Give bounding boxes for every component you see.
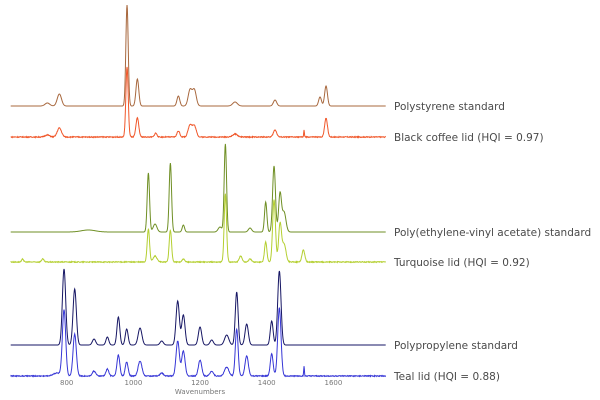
- series-label-eva: Poly(ethylene-vinyl acetate) standard: [394, 227, 591, 239]
- series-label-polystyrene: Polystyrene standard: [394, 101, 505, 113]
- x-tick-label: 800: [60, 379, 73, 387]
- x-axis-label: Wavenumbers: [175, 388, 226, 396]
- series-label-teal-lid: Teal lid (HQI = 0.88): [393, 371, 500, 383]
- spectrum-trace-4: [10, 193, 387, 264]
- series-label-polypropylene: Polypropylene standard: [394, 340, 518, 352]
- series-label-turquoise-lid: Turquoise lid (HQI = 0.92): [393, 257, 530, 269]
- x-tick-label: 1000: [124, 379, 142, 387]
- spectrum-trace-6: [10, 307, 386, 378]
- spectrum-trace-5: [10, 268, 386, 346]
- x-tick-label: 1200: [191, 379, 209, 387]
- x-tick-label: 1600: [324, 379, 342, 387]
- spectrum-trace-2: [10, 66, 387, 139]
- spectrum-trace-3: [10, 143, 386, 233]
- series-label-black-coffee-lid: Black coffee lid (HQI = 0.97): [394, 132, 544, 144]
- x-tick-label: 1400: [258, 379, 276, 387]
- spectrum-trace-1: [10, 4, 386, 107]
